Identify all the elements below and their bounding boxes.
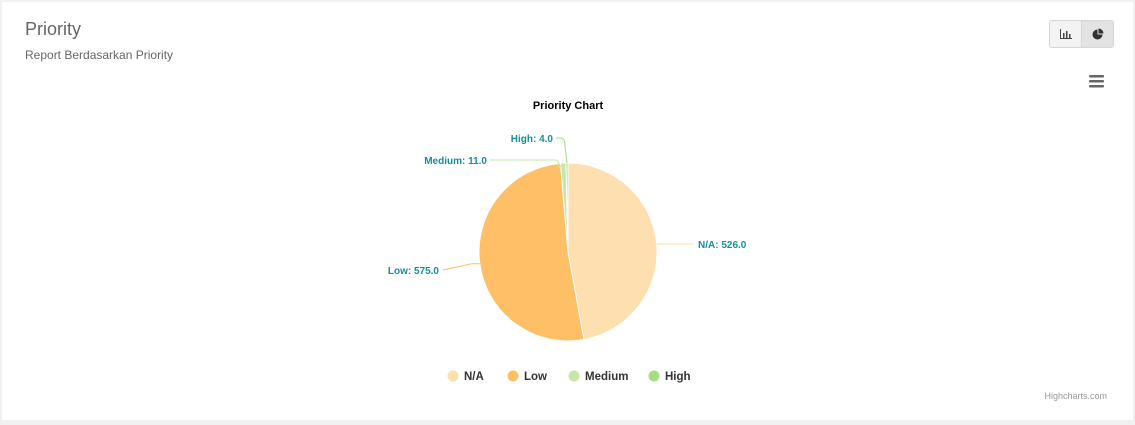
legend-marker-high: [648, 370, 660, 382]
legend-marker-medium: [568, 370, 580, 382]
legend-item-n-a[interactable]: N/A: [447, 370, 484, 384]
data-label-high: High: 4.0: [511, 134, 554, 145]
panel-title: Priority: [25, 19, 82, 39]
bar-chart-icon: [1059, 29, 1072, 39]
legend-label-low: Low: [524, 371, 547, 383]
legend-item-high[interactable]: High: [648, 370, 691, 384]
pie-slice-n-a[interactable]: [567, 162, 658, 341]
legend-label-high: High: [665, 371, 691, 383]
chart-type-toggle: [1049, 20, 1114, 48]
connector-high: [556, 137, 568, 164]
pie-chart-button[interactable]: [1081, 21, 1113, 47]
hamburger-menu-icon: [1089, 75, 1104, 88]
panel-subtitle: Report Berdasarkan Priority: [25, 48, 174, 62]
bar-chart-button[interactable]: [1050, 21, 1081, 47]
chart-menu-button[interactable]: [1085, 72, 1107, 90]
legend-marker-n-a: [447, 370, 459, 382]
connector-medium: [490, 159, 564, 170]
legend-marker-low: [507, 370, 519, 382]
connector-low: [442, 263, 480, 271]
chart-title: Priority Chart: [533, 100, 604, 112]
legend-item-medium[interactable]: Medium: [568, 370, 629, 384]
data-label-medium: Medium: 11.0: [424, 156, 487, 167]
legend-label-medium: Medium: [585, 371, 628, 383]
legend-label-n-a: N/A: [464, 371, 484, 383]
data-label-low: Low: 575.0: [388, 266, 440, 277]
pie-slice-high[interactable]: [565, 162, 569, 253]
chart-credits[interactable]: Highcharts.com: [1044, 391, 1107, 401]
data-label-n-a: N/A: 526.0: [698, 240, 747, 251]
legend-item-low[interactable]: Low: [507, 370, 548, 384]
pie-chart-icon: [1092, 28, 1103, 40]
pie-slice-low[interactable]: [478, 162, 585, 342]
